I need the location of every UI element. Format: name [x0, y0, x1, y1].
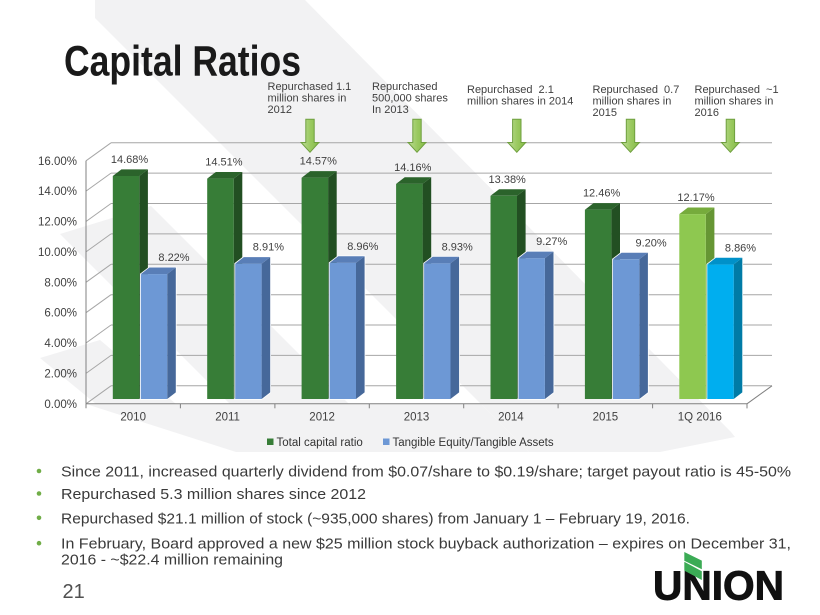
svg-text:Repurchased 1.1: Repurchased 1.1 [268, 81, 352, 93]
svg-text:8.86%: 8.86% [725, 242, 756, 254]
svg-text:million shares in: million shares in [593, 96, 672, 108]
svg-text:14.00%: 14.00% [38, 186, 77, 198]
svg-text:2016: 2016 [695, 107, 719, 119]
svg-text:0.00%: 0.00% [44, 399, 77, 411]
svg-text:14.57%: 14.57% [300, 156, 338, 168]
svg-text:million shares in: million shares in [695, 96, 774, 108]
svg-text:Repurchased 2.1: Repurchased 2.1 [467, 84, 554, 96]
svg-text:2.00%: 2.00% [44, 368, 77, 380]
svg-text:Repurchased 0.7: Repurchased 0.7 [593, 84, 680, 96]
svg-text:9.27%: 9.27% [536, 236, 567, 248]
svg-text:Repurchased: Repurchased [372, 81, 437, 93]
svg-text:6.00%: 6.00% [44, 308, 77, 320]
svg-text:9.20%: 9.20% [635, 237, 666, 249]
svg-text:Capital Ratios: Capital Ratios [64, 38, 301, 86]
svg-text:million shares in: million shares in [268, 93, 347, 105]
svg-text:21: 21 [63, 581, 85, 603]
svg-text:2010: 2010 [120, 412, 146, 424]
svg-text:Since 2011, increased quarterl: Since 2011, increased quarterly dividend… [61, 464, 791, 481]
svg-text:14.51%: 14.51% [205, 157, 243, 169]
svg-text:12.46%: 12.46% [583, 188, 621, 200]
svg-text:8.96%: 8.96% [347, 241, 378, 253]
svg-text:14.16%: 14.16% [394, 162, 432, 174]
svg-text:Repurchased ~1: Repurchased ~1 [695, 84, 779, 96]
svg-text:14.68%: 14.68% [111, 154, 149, 166]
svg-text:2013: 2013 [404, 412, 430, 424]
svg-text:2016 - ~$22.4 million remainin: 2016 - ~$22.4 million remaining [61, 551, 283, 568]
svg-text:Tangible Equity/Tangible Asset: Tangible Equity/Tangible Assets [393, 437, 554, 449]
svg-text:Repurchased 5.3 million shares: Repurchased 5.3 million shares since 201… [61, 486, 366, 503]
svg-text:10.00%: 10.00% [38, 247, 77, 259]
svg-text:500,000 shares: 500,000 shares [372, 93, 448, 105]
svg-text:2012: 2012 [268, 104, 292, 116]
svg-text:2015: 2015 [593, 412, 619, 424]
svg-text:8.91%: 8.91% [253, 242, 284, 254]
svg-text:8.00%: 8.00% [44, 277, 77, 289]
svg-text:million shares in 2014: million shares in 2014 [467, 96, 573, 108]
svg-text:In 2013: In 2013 [372, 104, 409, 116]
svg-text:Repurchased $21.1 million of s: Repurchased $21.1 million of stock (~935… [61, 510, 690, 527]
svg-text:2014: 2014 [498, 412, 524, 424]
svg-text:1Q 2016: 1Q 2016 [678, 412, 722, 424]
svg-text:2015: 2015 [593, 107, 617, 119]
svg-text:In February, Board approved a: In February, Board approved a new $25 mi… [61, 536, 791, 553]
svg-text:2012: 2012 [309, 412, 335, 424]
svg-text:2011: 2011 [215, 412, 240, 424]
svg-text:Total capital ratio: Total capital ratio [277, 437, 363, 449]
svg-text:12.17%: 12.17% [677, 192, 715, 204]
svg-text:8.93%: 8.93% [442, 241, 473, 253]
svg-text:13.38%: 13.38% [489, 174, 527, 186]
svg-text:12.00%: 12.00% [38, 217, 77, 229]
svg-text:4.00%: 4.00% [44, 338, 77, 350]
svg-text:8.22%: 8.22% [158, 252, 189, 264]
svg-text:UNION: UNION [653, 563, 784, 609]
svg-text:16.00%: 16.00% [38, 156, 77, 168]
